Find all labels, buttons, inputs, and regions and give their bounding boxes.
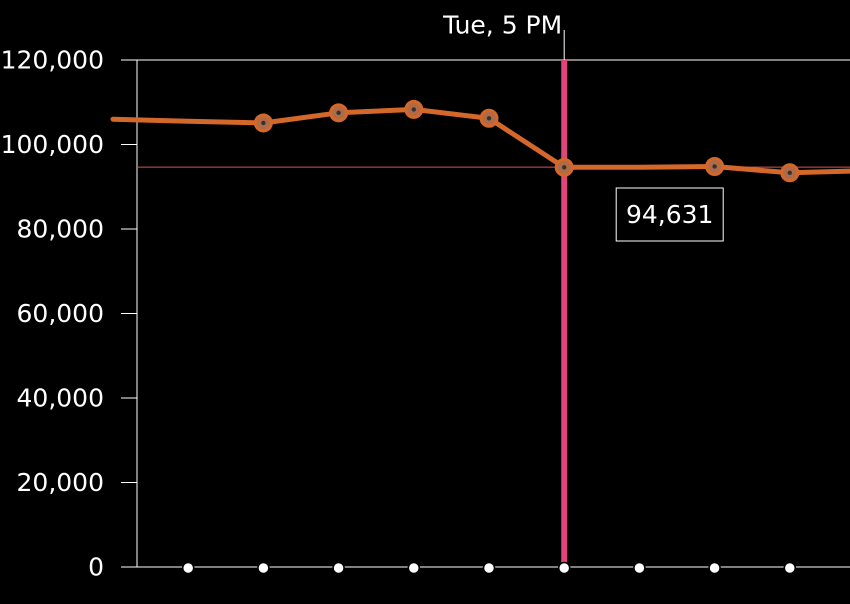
crosshair-x-label: Tue, 5 PM [442, 11, 562, 40]
x-axis-marker [181, 561, 195, 575]
y-tick-label: 40,000 [17, 384, 104, 413]
y-tick-label: 100,000 [1, 130, 104, 159]
data-point-center [712, 164, 717, 169]
x-axis-marker [633, 561, 646, 575]
tooltip-box [615, 187, 724, 242]
crosshair: Tue, 5 PM [137, 11, 850, 567]
y-tick-label: 120,000 [1, 46, 104, 75]
x-axis-marker [332, 561, 345, 575]
x-axis-markers [181, 561, 797, 575]
y-tick-label: 0 [88, 553, 104, 582]
data-point-center [261, 120, 266, 126]
series [110, 99, 850, 183]
y-tick-label: 80,000 [17, 215, 104, 244]
x-axis-marker [557, 561, 571, 575]
data-point-center [562, 165, 567, 170]
data-point-center [486, 116, 492, 121]
data-point-center [787, 170, 792, 176]
data-point-center [336, 110, 341, 116]
data-point-center [411, 107, 416, 112]
tooltip-value: 94,631 [626, 200, 713, 229]
x-axis-marker [257, 561, 270, 575]
y-tick-label: 60,000 [17, 299, 104, 328]
x-axis-marker [482, 561, 496, 575]
axes: 0 20,000 40,000 60,000 80,000 100,000 120,000 [1, 46, 850, 582]
x-axis-marker [783, 561, 797, 575]
value-tooltip: 94,631 [615, 187, 724, 242]
x-axis-marker [407, 561, 421, 575]
x-axis-marker [708, 561, 721, 575]
y-tick-label: 20,000 [17, 468, 104, 497]
